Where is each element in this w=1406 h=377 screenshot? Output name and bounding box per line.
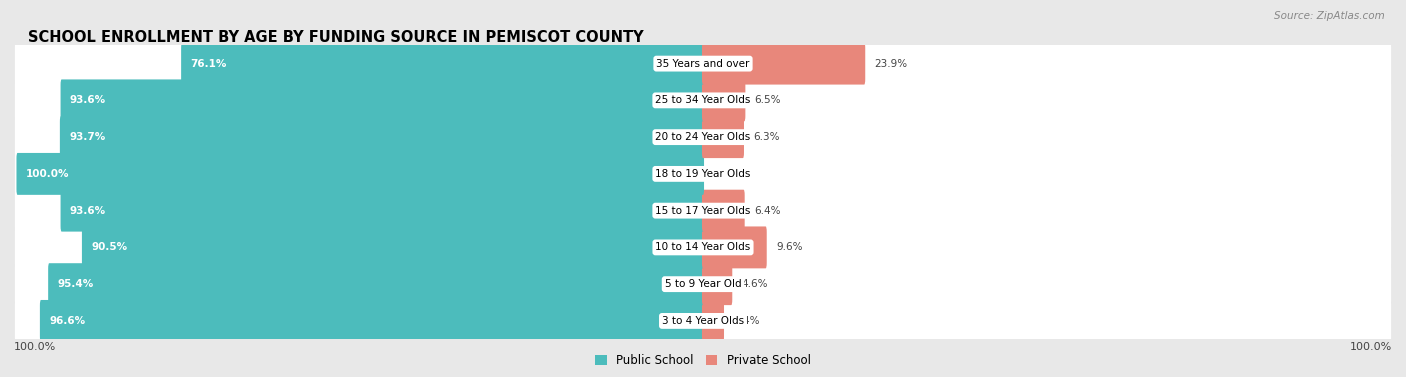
- Text: 76.1%: 76.1%: [190, 58, 226, 69]
- FancyBboxPatch shape: [702, 43, 865, 84]
- FancyBboxPatch shape: [15, 188, 1391, 233]
- Text: 20 to 24 Year Olds: 20 to 24 Year Olds: [655, 132, 751, 142]
- Text: 96.6%: 96.6%: [49, 316, 86, 326]
- Text: Source: ZipAtlas.com: Source: ZipAtlas.com: [1274, 11, 1385, 21]
- Text: 9.6%: 9.6%: [776, 242, 803, 253]
- Text: 23.9%: 23.9%: [875, 58, 908, 69]
- Text: 93.6%: 93.6%: [70, 205, 105, 216]
- FancyBboxPatch shape: [181, 43, 704, 84]
- FancyBboxPatch shape: [702, 116, 744, 158]
- Text: 18 to 19 Year Olds: 18 to 19 Year Olds: [655, 169, 751, 179]
- Text: 100.0%: 100.0%: [1350, 342, 1392, 352]
- Text: 3.4%: 3.4%: [734, 316, 759, 326]
- Text: 6.4%: 6.4%: [754, 205, 780, 216]
- FancyBboxPatch shape: [60, 190, 704, 231]
- Text: 10 to 14 Year Olds: 10 to 14 Year Olds: [655, 242, 751, 253]
- FancyBboxPatch shape: [702, 300, 724, 342]
- Text: 90.5%: 90.5%: [91, 242, 128, 253]
- FancyBboxPatch shape: [15, 262, 1391, 307]
- FancyBboxPatch shape: [39, 300, 704, 342]
- Text: 95.4%: 95.4%: [58, 279, 94, 289]
- FancyBboxPatch shape: [17, 153, 704, 195]
- FancyBboxPatch shape: [60, 116, 704, 158]
- Text: SCHOOL ENROLLMENT BY AGE BY FUNDING SOURCE IN PEMISCOT COUNTY: SCHOOL ENROLLMENT BY AGE BY FUNDING SOUR…: [28, 30, 644, 45]
- Legend: Public School, Private School: Public School, Private School: [591, 349, 815, 372]
- FancyBboxPatch shape: [82, 227, 704, 268]
- FancyBboxPatch shape: [60, 80, 704, 121]
- Text: 93.7%: 93.7%: [69, 132, 105, 142]
- Text: 0.0%: 0.0%: [710, 169, 737, 179]
- Text: 35 Years and over: 35 Years and over: [657, 58, 749, 69]
- FancyBboxPatch shape: [702, 80, 745, 121]
- FancyBboxPatch shape: [15, 41, 1391, 86]
- Text: 3 to 4 Year Olds: 3 to 4 Year Olds: [662, 316, 744, 326]
- Text: 15 to 17 Year Olds: 15 to 17 Year Olds: [655, 205, 751, 216]
- FancyBboxPatch shape: [15, 225, 1391, 270]
- FancyBboxPatch shape: [48, 263, 704, 305]
- FancyBboxPatch shape: [15, 152, 1391, 196]
- FancyBboxPatch shape: [15, 299, 1391, 343]
- FancyBboxPatch shape: [702, 190, 745, 231]
- Text: 25 to 34 Year Olds: 25 to 34 Year Olds: [655, 95, 751, 106]
- FancyBboxPatch shape: [15, 115, 1391, 159]
- FancyBboxPatch shape: [702, 263, 733, 305]
- Text: 6.3%: 6.3%: [754, 132, 780, 142]
- Text: 6.5%: 6.5%: [755, 95, 782, 106]
- Text: 4.6%: 4.6%: [741, 279, 768, 289]
- Text: 100.0%: 100.0%: [14, 342, 56, 352]
- FancyBboxPatch shape: [15, 78, 1391, 123]
- Text: 100.0%: 100.0%: [25, 169, 69, 179]
- Text: 5 to 9 Year Old: 5 to 9 Year Old: [665, 279, 741, 289]
- Text: 93.6%: 93.6%: [70, 95, 105, 106]
- FancyBboxPatch shape: [702, 227, 766, 268]
